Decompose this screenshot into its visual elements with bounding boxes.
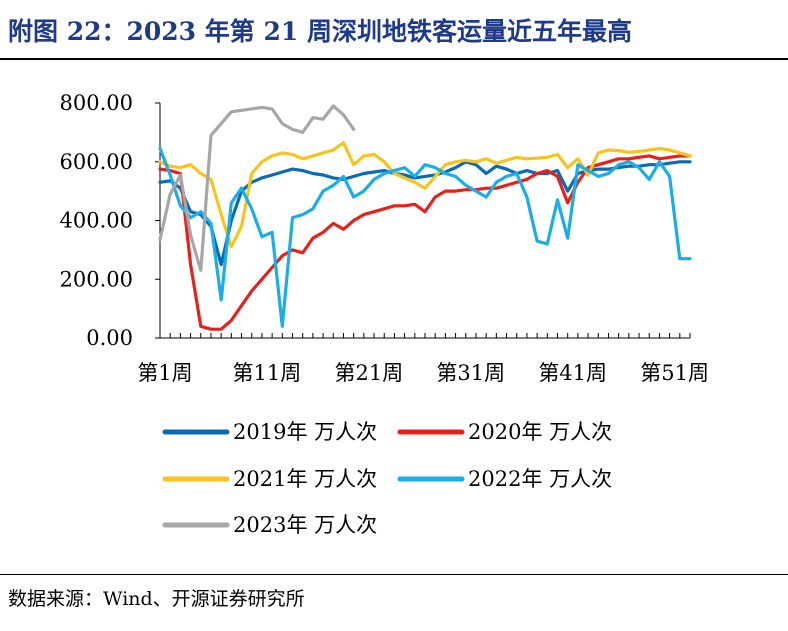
chart-series-lines — [158, 104, 692, 331]
x-tick-label: 第21周 — [334, 361, 403, 385]
y-tick-label: 600.00 — [60, 150, 133, 174]
title-divider — [0, 58, 788, 60]
y-tick-label: 800.00 — [60, 91, 133, 115]
y-tick-label: 400.00 — [60, 209, 133, 233]
series-line-5 — [158, 104, 356, 272]
data-source-note: 数据来源：Wind、开源证券研究所 — [8, 588, 305, 610]
legend-label-5: 2023年 万人次 — [233, 513, 377, 537]
y-tick-label: 0.00 — [86, 326, 133, 350]
series-line-4 — [158, 146, 692, 328]
legend-label-1: 2019年 万人次 — [233, 420, 377, 444]
x-tick-label: 第41周 — [538, 361, 607, 385]
chart-title: 附图 22：2023 年第 21 周深圳地铁客运量近五年最高 — [8, 17, 632, 46]
chart-axes: 0.00 200.00 400.00 600.00 800.00 第1周 第11周 第21周 第… — [60, 91, 709, 385]
x-tick-label: 第1周 — [137, 361, 192, 385]
y-tick-label: 200.00 — [60, 267, 133, 291]
source-divider — [0, 574, 788, 575]
line-chart: 0.00 200.00 400.00 600.00 800.00 第1周 第11周 第21周 第… — [60, 91, 709, 537]
legend-label-4: 2022年 万人次 — [468, 467, 612, 491]
legend-label-3: 2021年 万人次 — [233, 467, 377, 491]
legend-label-2: 2020年 万人次 — [468, 420, 612, 444]
x-tick-label: 第51周 — [640, 361, 709, 385]
series-line-2 — [158, 154, 692, 331]
x-tick-label: 第31周 — [436, 361, 505, 385]
series-line-3 — [158, 141, 692, 249]
chart-legend: 2019年 万人次 2020年 万人次 2021年 万人次 2022年 万人次 2023… — [162, 420, 612, 537]
x-tick-label: 第11周 — [233, 361, 302, 385]
